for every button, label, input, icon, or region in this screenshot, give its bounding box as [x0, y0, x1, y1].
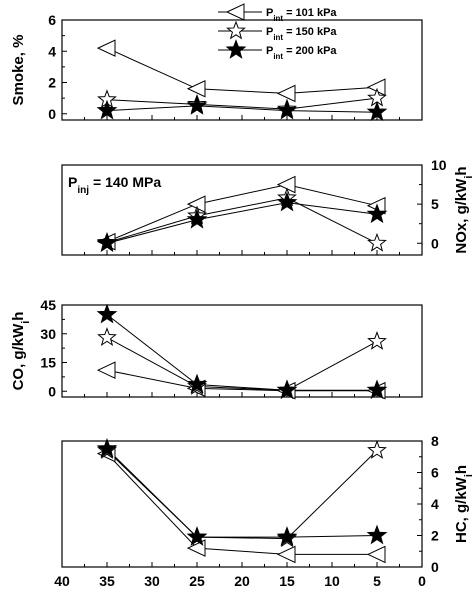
data-point-series-3 — [186, 373, 208, 394]
data-point-series-3 — [276, 99, 298, 120]
plot-frame — [61, 304, 423, 398]
legend-marker — [225, 39, 247, 59]
data-point-series-3 — [366, 524, 388, 545]
series-line-1 — [106, 47, 378, 94]
y-tick-label: 0 — [48, 106, 56, 122]
panel-2: 0 5 10 NOx, g/kWih Pinj = 140 MPa — [61, 157, 475, 256]
y-tick-label: 5 — [431, 196, 439, 212]
data-point-series-3 — [186, 95, 208, 115]
panel-3: 0 15 30 45 CO, g/kWih — [10, 297, 423, 400]
data-point-series-3 — [186, 526, 208, 546]
series-line-1 — [106, 184, 378, 243]
y-tick-label: 45 — [40, 297, 56, 313]
series-line-2 — [106, 97, 378, 110]
legend-label: Pint = 101 kPa — [266, 7, 337, 23]
y-tick-label: 8 — [431, 433, 439, 449]
y-tick-label: 2 — [48, 75, 56, 91]
y-tick-label: 0 — [48, 383, 56, 399]
legend-label: Pint = 200 kPa — [266, 45, 337, 61]
y-tick-label: 4 — [48, 43, 56, 59]
plot-frame — [61, 19, 423, 121]
data-point-series-2 — [97, 327, 117, 347]
data-point-series-3 — [276, 379, 298, 400]
y-axis-label: CO, g/kWih — [10, 312, 32, 391]
data-point-series-1 — [276, 175, 296, 194]
data-point-series-2 — [367, 440, 387, 459]
x-tick-label: 10 — [324, 573, 340, 589]
y-axis-label: NOx, g/kWih — [453, 166, 475, 253]
y-axis-label: Smoke, % — [10, 35, 27, 106]
x-tick-label: 15 — [279, 573, 295, 589]
data-point-series-3 — [366, 203, 388, 224]
x-tick-label: 25 — [189, 573, 205, 589]
y-tick-label: 6 — [48, 12, 56, 28]
y-tick-label: 0 — [431, 559, 439, 575]
y-tick-label: 4 — [431, 496, 439, 512]
y-tick-label: 2 — [431, 528, 439, 544]
data-point-series-3 — [96, 303, 118, 324]
legend-marker — [225, 3, 245, 21]
y-tick-label: 30 — [40, 326, 56, 342]
y-tick-label: 6 — [431, 465, 439, 481]
x-tick-label: 40 — [54, 573, 70, 589]
data-point-series-3 — [96, 99, 118, 120]
y-axis-label: HC, g/kWih — [453, 465, 475, 543]
series-line-3 — [106, 448, 378, 538]
x-tick-label: 5 — [373, 573, 381, 589]
series-line-2 — [106, 337, 378, 391]
y-tick-label: 15 — [40, 355, 56, 371]
series-line-3 — [106, 105, 378, 113]
x-tick-label: 35 — [99, 573, 115, 589]
data-point-series-3 — [276, 191, 298, 212]
x-tick-label: 20 — [234, 573, 250, 589]
data-point-series-2 — [367, 330, 387, 350]
legend-label: Pint = 150 kPa — [266, 26, 337, 42]
data-point-series-3 — [186, 208, 208, 229]
data-point-series-1 — [366, 545, 386, 564]
legend: Pint = 101 kPa Pint = 150 kPa Pint = 200 k… — [218, 3, 337, 61]
x-tick-label: 30 — [144, 573, 160, 589]
injection-pressure-annotation: Pinj = 140 MPa — [68, 174, 161, 196]
legend-marker — [226, 20, 246, 40]
data-point-series-1 — [186, 79, 206, 98]
data-point-series-1 — [276, 545, 296, 564]
series-line-2 — [106, 450, 378, 540]
data-point-series-2 — [367, 232, 387, 252]
data-point-series-1 — [96, 361, 116, 379]
data-point-series-1 — [96, 39, 116, 57]
panel-1: 0 2 4 6 Smoke, % Pint = 101 kPa Pint = 150 kPa… — [10, 3, 423, 122]
series-line-3 — [106, 202, 378, 244]
y-tick-label: 0 — [431, 235, 439, 251]
data-point-series-3 — [96, 437, 118, 458]
data-point-series-3 — [366, 101, 388, 122]
series-line-3 — [106, 314, 377, 391]
y-tick-label: 10 — [431, 157, 447, 173]
series-line-2 — [106, 197, 378, 244]
x-tick-label: 0 — [418, 573, 426, 589]
series-line-1 — [106, 453, 377, 555]
data-point-series-3 — [96, 232, 118, 253]
data-point-series-3 — [366, 379, 388, 400]
data-point-series-1 — [276, 84, 296, 103]
data-point-series-3 — [276, 526, 298, 546]
